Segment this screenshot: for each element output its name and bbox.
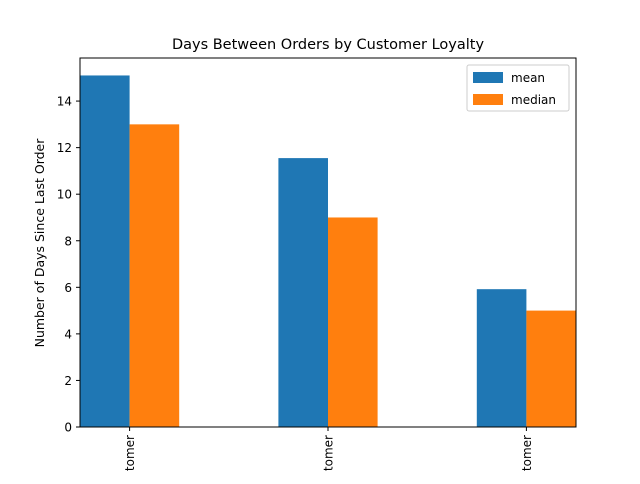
legend-label-median: median: [511, 93, 556, 107]
y-tick-label-1: 2: [64, 374, 72, 388]
y-tick-label-5: 10: [57, 188, 72, 202]
bar-mean-2: [476, 289, 527, 427]
chart-title: Days Between Orders by Customer Loyalty: [172, 37, 485, 53]
legend-swatch-mean: [473, 72, 503, 83]
bar-mean-0: [80, 75, 130, 427]
legend-swatch-median: [473, 94, 503, 105]
legend: mean median: [466, 64, 570, 112]
bar-mean-1: [278, 158, 328, 428]
x-tick-label-1: tomer: [322, 435, 336, 471]
y-axis-label: Number of Days Since Last Order: [32, 138, 47, 348]
y-tick-label-7: 14: [57, 95, 72, 109]
bars-layer: [80, 75, 576, 428]
y-tick-label-4: 8: [64, 234, 72, 248]
x-tick-label-2: tomer: [520, 435, 534, 471]
bar-median-1: [328, 217, 378, 427]
bar-median-2: [526, 310, 576, 427]
x-ticks-layer: tomer tomer tomer: [123, 427, 534, 471]
legend-label-mean: mean: [511, 71, 545, 85]
y-tick-label-0: 0: [64, 421, 72, 435]
bar-median-0: [129, 124, 180, 427]
y-tick-label-2: 4: [64, 327, 72, 341]
y-tick-label-3: 6: [64, 281, 72, 295]
plot-frame: [79, 57, 577, 428]
x-tick-label-0: tomer: [123, 435, 137, 471]
y-tick-label-6: 12: [57, 141, 72, 155]
y-ticks-layer: 0 2 4 6 8 10 12 14: [57, 95, 80, 435]
